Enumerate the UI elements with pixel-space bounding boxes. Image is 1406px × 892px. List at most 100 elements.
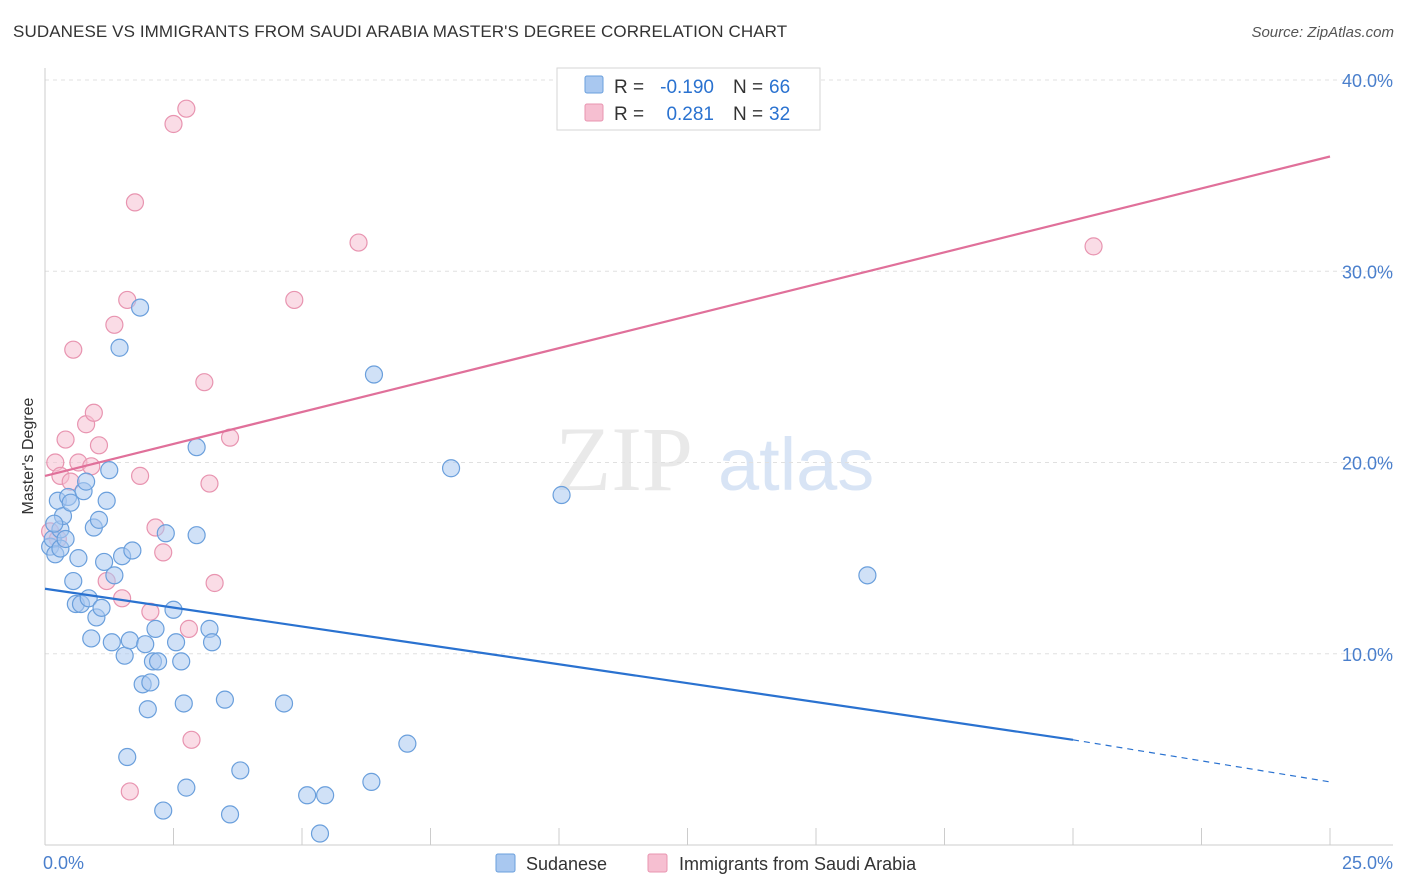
sudanese-point [61,493,80,512]
y-tick-label: 30.0% [1342,262,1393,282]
saudi-point [177,99,196,118]
sudanese-point [148,652,168,671]
sudanese-point [310,824,330,843]
saudi-point [105,315,124,334]
legend-swatch-sudanese [495,853,516,873]
sudanese-point [398,734,417,753]
saudi-point [64,340,83,359]
sudanese-point [45,514,64,533]
sudanese-point [231,761,250,780]
sudanese-point [82,629,101,648]
watermark-atlas: atlas [718,423,874,506]
sudanese-point [164,600,183,619]
saudi-point [154,543,173,562]
stats-r-label-sudanese: R = [614,77,644,98]
series-legend: Sudanese Immigrants from Saudi Arabia [495,853,917,874]
x-tick-label: 25.0% [1342,853,1393,873]
watermark-zip: ZIP [555,408,693,510]
sudanese-point [97,491,116,510]
saudi-point [56,430,75,449]
source-label: Source: ZipAtlas.com [1251,24,1394,41]
stats-r-value-sudanese: -0.190 [660,77,714,98]
sudanese-point [118,747,137,767]
sudanese-point [64,571,83,591]
sudanese-point [177,778,196,797]
sudanese-point [172,652,191,671]
sudanese-point [187,438,206,457]
chart-title: SUDANESE VS IMMIGRANTS FROM SAUDI ARABIA… [13,22,788,41]
saudi-point [349,233,368,252]
sudanese-point [858,566,877,585]
sudanese-point [130,298,150,317]
sudanese-point [187,526,206,545]
sudanese-point [166,633,186,652]
legend-label-saudi: Immigrants from Saudi Arabia [679,854,917,874]
sudanese-point [102,633,121,652]
saudi-point [84,403,103,422]
sudanese-point [138,700,157,719]
sudanese-point [115,646,134,665]
sudanese-point [120,631,139,650]
axes [44,68,1393,846]
y-tick-label: 10.0% [1342,645,1393,665]
sudanese-point [441,459,461,478]
legend-swatch-saudi [647,853,668,873]
tick-labels: 10.0% 20.0% 30.0% 40.0% 0.0% 25.0% [43,71,1393,873]
sudanese-trend-extension [1072,739,1331,783]
sudanese-point [136,635,155,654]
stats-r-value-saudi: 0.281 [666,104,714,125]
stats-swatch-saudi [584,103,604,122]
sudanese-point [154,801,173,820]
sudanese-point [202,633,222,652]
saudi-point [179,619,199,638]
stats-r-label-saudi: R = [614,104,644,125]
sudanese-point [174,694,193,713]
sudanese-point [364,365,384,384]
sudanese-point [69,549,88,568]
stats-n-label-saudi: N = [733,104,763,125]
saudi-point [1084,237,1103,256]
grid-lines [45,79,1393,655]
sudanese-point [123,541,142,560]
y-axis-label: Master's Degree [20,397,37,514]
x-tick-label: 0.0% [43,853,84,873]
stats-swatch-sudanese [584,75,604,94]
sudanese-point [316,786,335,805]
legend-label-sudanese: Sudanese [526,854,607,874]
y-tick-label: 40.0% [1342,71,1393,91]
sudanese-point [105,566,124,585]
saudi-point [205,573,224,593]
sudanese-trend-line [44,587,1074,741]
saudi-point [89,436,109,455]
saudi-point [285,290,304,310]
saudi-point [164,114,183,134]
sudanese-point [141,673,160,692]
sudanese-point [156,524,175,543]
sudanese-point [56,529,75,549]
stats-n-value-saudi: 32 [769,104,790,125]
sudanese-point [110,338,129,357]
stats-n-label-sudanese: N = [733,77,763,98]
saudi-point [195,373,214,392]
sudanese-point [362,772,381,791]
sudanese-point [146,619,165,638]
saudi-trend-line [44,155,1331,477]
sudanese-point [100,461,119,480]
saudi-point [200,474,219,493]
sudanese-point [95,552,114,572]
sudanese-point [298,786,317,805]
sudanese-points [41,298,877,843]
sudanese-point [77,472,96,491]
sudanese-point [92,598,111,617]
y-tick-label: 20.0% [1342,454,1393,474]
sudanese-point [89,510,109,529]
trend-lines [44,155,1331,783]
sudanese-point [552,485,571,505]
sudanese-point [274,694,294,713]
saudi-point [120,782,139,801]
saudi-point [182,730,201,749]
stats-n-value-sudanese: 66 [769,77,790,98]
sudanese-point [215,690,234,709]
stats-legend: R = -0.190 N = 66 R = 0.281 N = 32 [556,67,821,131]
